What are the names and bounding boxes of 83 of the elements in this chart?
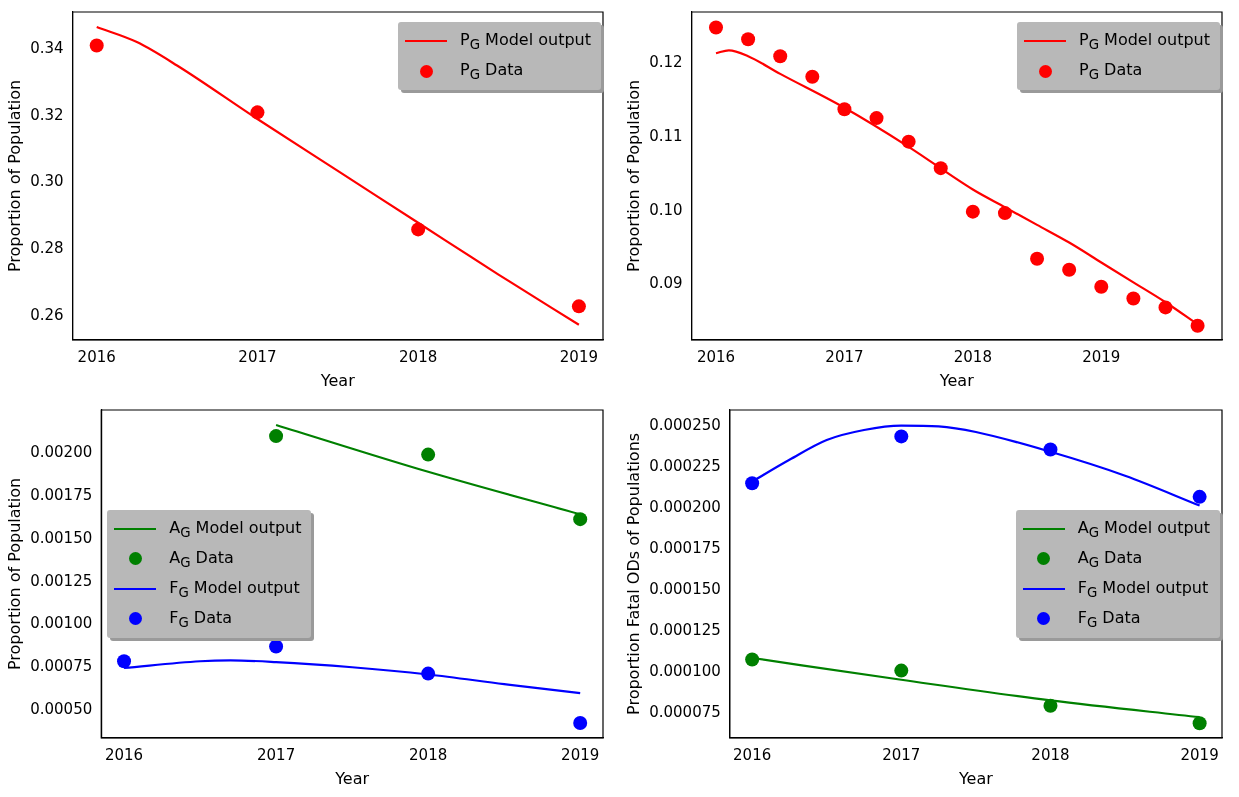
y-tick-label: 0.32 (30, 105, 64, 124)
point (773, 49, 788, 64)
x-tick-label: 2018 (399, 347, 438, 366)
legend-label: A$_{G}$ Model output (169, 517, 302, 540)
y-tick-label: 0.09 (649, 274, 683, 293)
point (741, 32, 756, 47)
point (571, 299, 586, 314)
y-tick-label: 0.26 (30, 306, 64, 325)
y-tick-label: 0.000225 (649, 457, 721, 476)
y-axis-title: Proportion of Population (4, 477, 24, 671)
legend-label: P$_{G}$ Data (1079, 59, 1143, 83)
point (421, 447, 436, 462)
x-tick-label: 2019 (1082, 347, 1121, 366)
legend-label: P$_{G}$ Model output (1079, 29, 1210, 53)
y-tick-label: 0.000125 (649, 621, 721, 640)
x-tick-label: 2016 (696, 347, 736, 366)
legend-label: F$_{G}$ Data (169, 607, 233, 630)
x-tick-label: 2016 (733, 745, 772, 764)
legend-label: P$_{G}$ Data (460, 59, 524, 83)
y-tick-label: 0.000250 (649, 416, 721, 435)
point (269, 639, 284, 654)
y-tick-label: 0.34 (30, 38, 64, 57)
x-tick-label: 2018 (953, 347, 992, 366)
y-tick-label: 0.00050 (30, 700, 93, 719)
y-tick-label: 0.000175 (649, 539, 721, 558)
point (805, 69, 820, 84)
x-tick-label: 2019 (1180, 745, 1219, 764)
point (1192, 489, 1207, 504)
y-tick-label: 0.000200 (649, 498, 721, 517)
legend-label: F$_{G}$ Model output (169, 577, 300, 600)
point (1094, 279, 1109, 294)
x-axis-title: Year (319, 370, 356, 390)
legend-label: P$_{G}$ Model output (460, 29, 591, 53)
y-tick-label: 0.10 (649, 200, 683, 219)
point (1126, 291, 1141, 306)
point (1030, 251, 1045, 266)
x-tick-label: 2019 (559, 347, 598, 366)
legend-label: A$_{G}$ Data (1077, 547, 1143, 570)
y-tick-label: 0.000150 (649, 580, 721, 599)
x-tick-label: 2018 (409, 745, 448, 764)
x-tick-label: 2018 (1031, 745, 1070, 764)
x-tick-label: 2016 (77, 347, 116, 366)
point (573, 716, 588, 731)
point (573, 512, 588, 527)
point (89, 38, 104, 53)
y-axis-title: Proportion of Population (4, 79, 24, 273)
legend-label: F$_{G}$ Model output (1077, 577, 1209, 600)
y-tick-label: 0.00150 (30, 528, 93, 547)
y-axis-title: Proportion of Population (623, 79, 643, 273)
y-tick-label: 0.000075 (649, 703, 721, 722)
legend-label: A$_{G}$ Data (169, 547, 234, 570)
point (894, 429, 909, 444)
y-tick-label: 0.12 (649, 53, 683, 72)
x-axis-title: Year (938, 370, 975, 390)
x-tick-label: 2017 (882, 745, 921, 764)
x-tick-label: 2016 (104, 745, 144, 764)
legend-label: A$_{G}$ Model output (1077, 517, 1210, 540)
x-tick-label: 2019 (561, 745, 600, 764)
point (269, 429, 284, 444)
y-tick-label: 0.30 (30, 172, 64, 191)
y-tick-label: 0.00125 (30, 571, 93, 590)
point (117, 654, 132, 669)
point (1192, 716, 1207, 731)
y-tick-label: 0.00175 (30, 485, 93, 504)
x-axis-title: Year (334, 768, 370, 788)
y-axis-title: Proportion Fatal ODs of Populations (623, 432, 643, 715)
point (1062, 262, 1077, 277)
point (709, 20, 723, 35)
x-tick-label: 2017 (238, 347, 277, 366)
point (745, 476, 760, 491)
y-tick-label: 0.00200 (30, 442, 93, 461)
point (965, 204, 980, 219)
y-tick-label: 0.000100 (649, 662, 721, 681)
x-axis-title: Year (957, 768, 994, 788)
legend-label: F$_{G}$ Data (1077, 607, 1141, 630)
point (894, 663, 909, 678)
x-tick-label: 2017 (825, 347, 864, 366)
x-tick-label: 2017 (256, 745, 296, 764)
y-tick-label: 0.28 (30, 239, 64, 258)
y-tick-label: 0.11 (649, 127, 683, 146)
point (869, 111, 884, 126)
y-tick-label: 0.00075 (30, 657, 93, 676)
y-tick-label: 0.00100 (30, 614, 93, 633)
